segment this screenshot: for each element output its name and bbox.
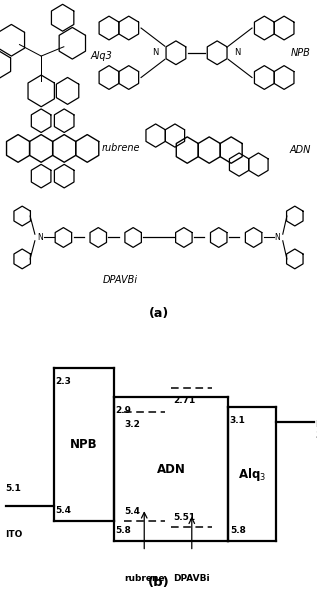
Text: N: N — [235, 48, 241, 57]
Text: N: N — [152, 48, 158, 57]
Text: LiF/Al: LiF/Al — [315, 419, 317, 429]
Text: 2.9: 2.9 — [116, 406, 132, 415]
Text: 3.1: 3.1 — [230, 416, 246, 425]
Text: Alq3: Alq3 — [90, 51, 112, 61]
Text: ADN: ADN — [157, 463, 186, 476]
Text: Alq$_3$: Alq$_3$ — [238, 466, 266, 482]
Text: N: N — [37, 233, 42, 242]
Text: 5.51: 5.51 — [173, 512, 195, 521]
Text: 5.4: 5.4 — [124, 507, 140, 516]
Text: NPB: NPB — [291, 48, 311, 58]
Text: rubrene: rubrene — [101, 144, 140, 153]
Text: 5.4: 5.4 — [55, 506, 71, 515]
Text: N: N — [275, 233, 280, 242]
Text: rubrene: rubrene — [124, 574, 165, 583]
Text: 3.4: 3.4 — [315, 431, 317, 440]
Text: 5.8: 5.8 — [116, 525, 132, 535]
Text: 3.2: 3.2 — [124, 420, 140, 429]
Text: 2.71: 2.71 — [173, 396, 195, 405]
Text: ADN: ADN — [289, 145, 311, 155]
Text: (a): (a) — [148, 307, 169, 320]
Text: 5.1: 5.1 — [5, 484, 21, 494]
Text: ITO: ITO — [5, 530, 22, 539]
Text: DPAVBi: DPAVBi — [103, 276, 138, 285]
Text: 2.3: 2.3 — [55, 376, 71, 386]
Text: DPAVBi: DPAVBi — [173, 574, 210, 583]
Text: 5.8: 5.8 — [230, 525, 246, 535]
Text: (b): (b) — [148, 576, 169, 589]
Text: NPB: NPB — [70, 438, 98, 451]
